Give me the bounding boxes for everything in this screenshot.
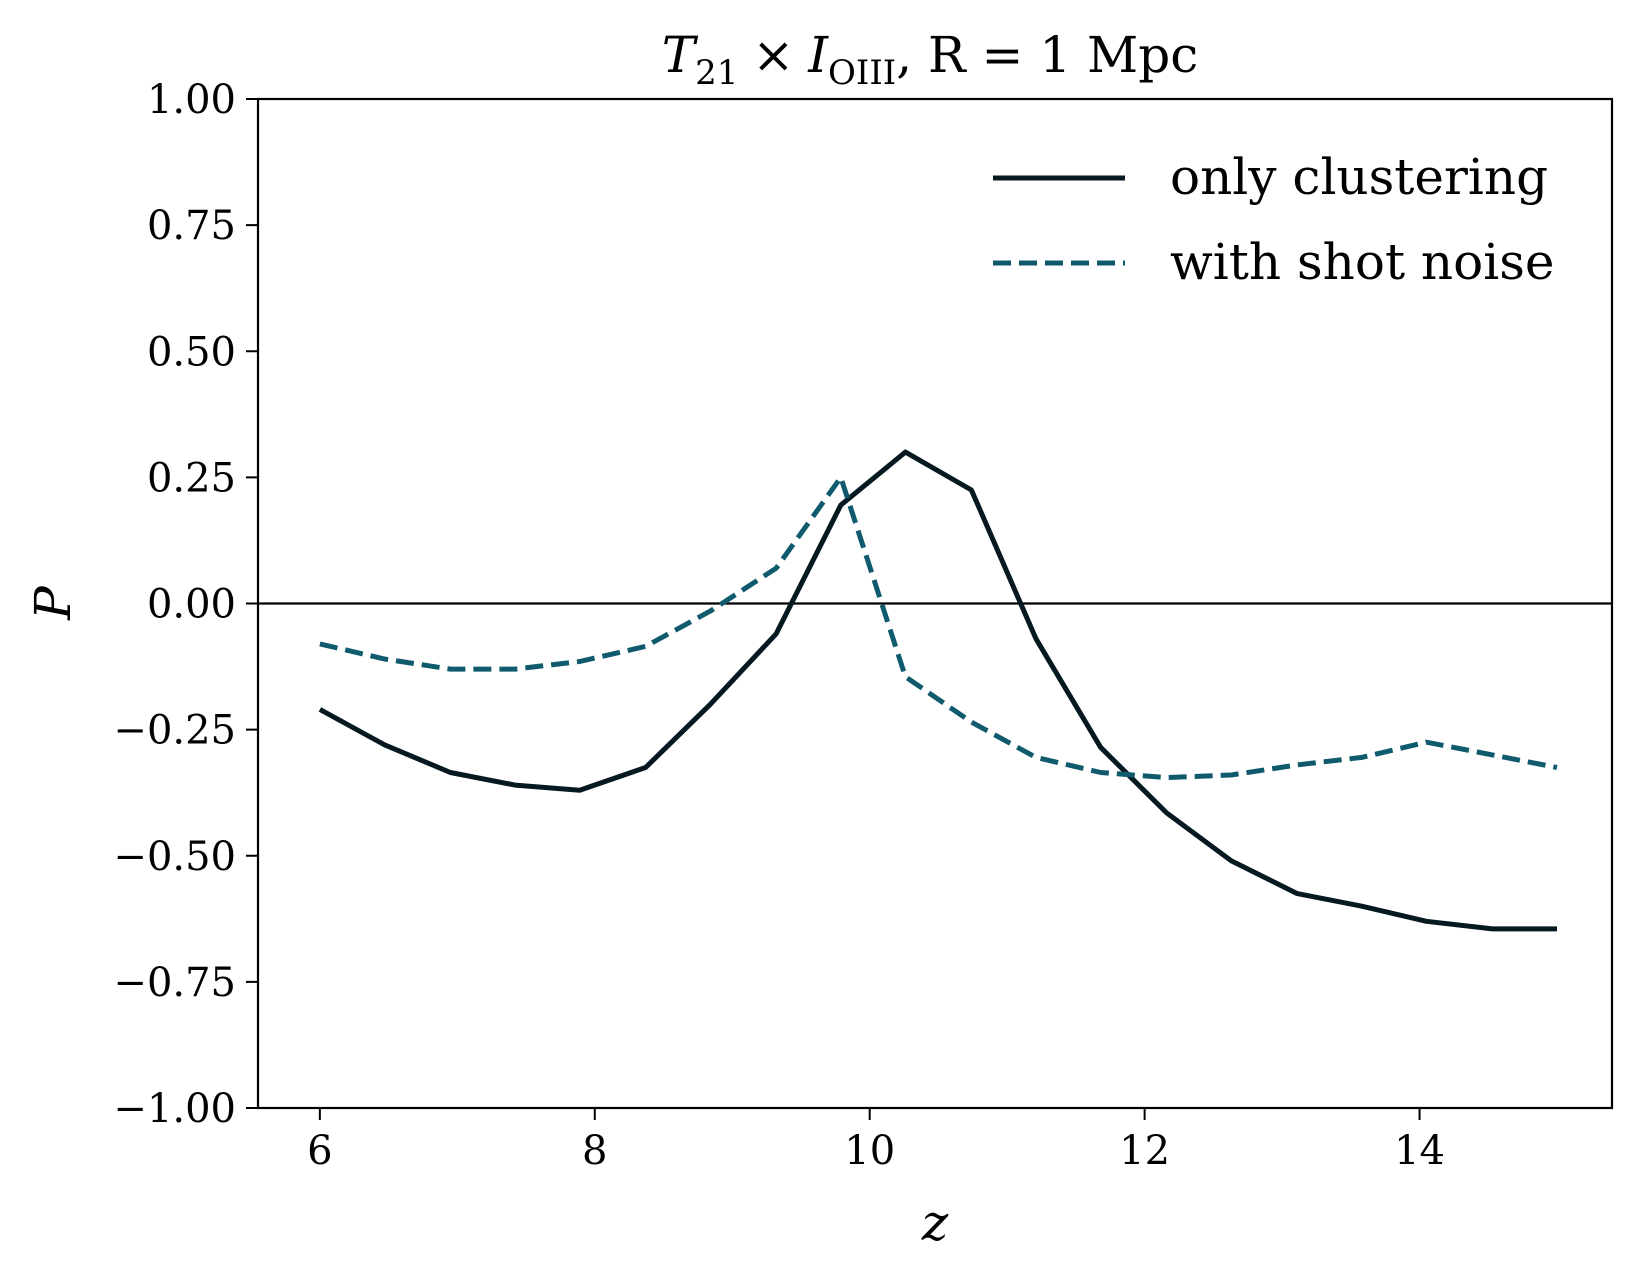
y-tick-label: −0.50 bbox=[113, 834, 236, 880]
chart-title: T21 × IOIII, R = 1 Mpc bbox=[662, 26, 1199, 93]
y-tick-label: 0.75 bbox=[147, 203, 236, 249]
x-tick-label: 12 bbox=[1119, 1128, 1170, 1174]
legend: only clustering with shot noise bbox=[993, 148, 1554, 291]
legend-label: with shot noise bbox=[1170, 233, 1554, 291]
y-tick-label: 0.00 bbox=[147, 582, 236, 628]
x-tick-label: 8 bbox=[582, 1128, 607, 1174]
y-tick-label: −1.00 bbox=[113, 1086, 236, 1132]
series-line-with-shot-noise bbox=[319, 474, 1558, 781]
y-tick-label: 0.25 bbox=[147, 455, 236, 501]
y-axis-label: P bbox=[24, 585, 82, 621]
y-tick-label: −0.75 bbox=[113, 960, 236, 1006]
y-tick-label: 0.50 bbox=[147, 329, 236, 375]
series-line-only-clustering bbox=[318, 449, 1557, 932]
y-tick-label: −0.25 bbox=[113, 708, 236, 754]
plot-area bbox=[258, 449, 1612, 932]
x-tick-label: 10 bbox=[844, 1128, 895, 1174]
legend-label: only clustering bbox=[1170, 148, 1548, 206]
x-tick-label: 14 bbox=[1394, 1128, 1445, 1174]
y-axis: 1.00 0.75 0.50 0.25 0.00 −0.25 −0.50 −0.75 −1.00 bbox=[113, 77, 258, 1132]
x-axis-label: z bbox=[921, 1194, 949, 1252]
y-tick-label: 1.00 bbox=[147, 77, 236, 123]
x-tick-label: 6 bbox=[307, 1128, 332, 1174]
x-axis: 6 8 10 12 14 bbox=[307, 1108, 1445, 1174]
